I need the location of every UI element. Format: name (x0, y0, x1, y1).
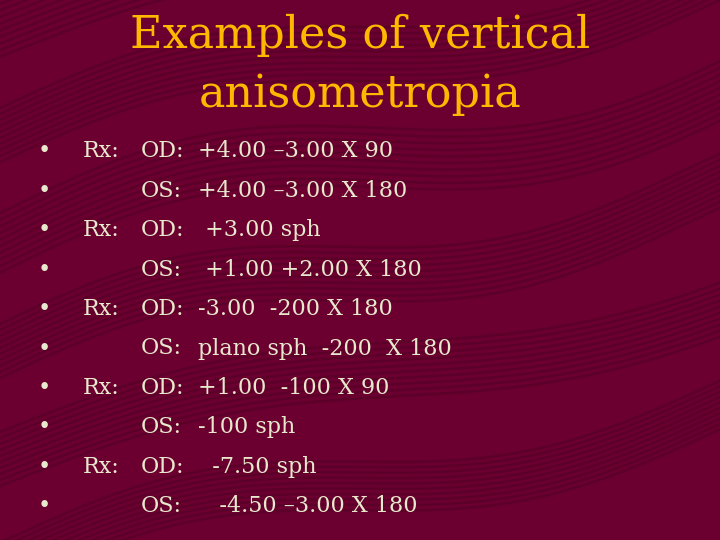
Text: OS:: OS: (140, 495, 181, 517)
Text: OS:: OS: (140, 259, 181, 281)
Text: OD:: OD: (140, 140, 184, 163)
Text: -7.50 sph: -7.50 sph (198, 456, 317, 478)
Text: plano sph  -200  X 180: plano sph -200 X 180 (198, 338, 451, 360)
Text: Rx:: Rx: (83, 219, 120, 241)
Text: Rx:: Rx: (83, 140, 120, 163)
Text: +4.00 –3.00 X 180: +4.00 –3.00 X 180 (198, 180, 408, 202)
Text: •: • (37, 495, 50, 517)
Text: anisometropia: anisometropia (199, 73, 521, 116)
Text: Examples of vertical: Examples of vertical (130, 14, 590, 57)
Text: +1.00 +2.00 X 180: +1.00 +2.00 X 180 (198, 259, 422, 281)
Text: •: • (37, 416, 50, 438)
Text: •: • (37, 456, 50, 478)
Text: OD:: OD: (140, 377, 184, 399)
Text: •: • (37, 338, 50, 360)
Text: •: • (37, 180, 50, 202)
Text: OD:: OD: (140, 456, 184, 478)
Text: OS:: OS: (140, 338, 181, 360)
Text: OD:: OD: (140, 219, 184, 241)
Text: •: • (37, 219, 50, 241)
Text: OS:: OS: (140, 180, 181, 202)
Text: +4.00 –3.00 X 90: +4.00 –3.00 X 90 (198, 140, 393, 163)
Text: -3.00  -200 X 180: -3.00 -200 X 180 (198, 298, 392, 320)
Text: +3.00 sph: +3.00 sph (198, 219, 320, 241)
Text: Rx:: Rx: (83, 298, 120, 320)
Text: OD:: OD: (140, 298, 184, 320)
Text: Rx:: Rx: (83, 456, 120, 478)
Text: -100 sph: -100 sph (198, 416, 295, 438)
Text: •: • (37, 298, 50, 320)
Text: -4.50 –3.00 X 180: -4.50 –3.00 X 180 (198, 495, 418, 517)
Text: Rx:: Rx: (83, 377, 120, 399)
Text: +1.00  -100 X 90: +1.00 -100 X 90 (198, 377, 390, 399)
Text: •: • (37, 259, 50, 281)
Text: •: • (37, 377, 50, 399)
Text: OS:: OS: (140, 416, 181, 438)
Text: •: • (37, 140, 50, 163)
